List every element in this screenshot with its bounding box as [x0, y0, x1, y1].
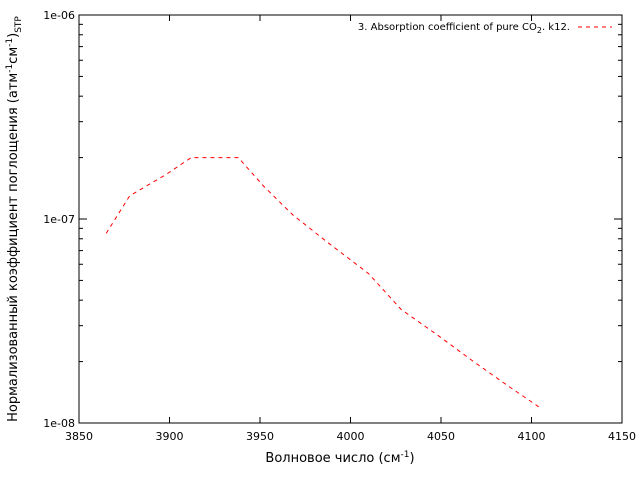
y-tick-label: 1e-07	[43, 213, 75, 226]
plot-frame	[78, 14, 623, 424]
x-axis-ticks: 3850 3900 3950 4000 4050 4100 4150	[65, 15, 636, 443]
series-line	[105, 157, 539, 408]
x-tick-label: 4150	[608, 430, 636, 443]
x-axis-label: Волновое число (см-1)	[265, 450, 414, 466]
y-axis-label: Нормализованный коэффициент поглощения (…	[5, 16, 24, 422]
x-tick-label: 4100	[518, 430, 546, 443]
y-tick-label: 1e-06	[43, 9, 75, 22]
legend: 3. Absorption coefficient of pure CO2. k…	[358, 22, 612, 35]
x-tick-label: 4050	[427, 430, 455, 443]
x-tick-label: 3850	[65, 430, 93, 443]
y-tick-label: 1e-08	[43, 417, 75, 430]
y-axis-ticks: 1e-08 1e-07 1e-06	[43, 9, 622, 430]
x-tick-label: 3900	[156, 430, 184, 443]
x-tick-label: 3950	[246, 430, 274, 443]
legend-entry-label: 3. Absorption coefficient of pure CO2. k…	[358, 22, 570, 35]
x-tick-label: 4000	[337, 430, 365, 443]
series-layer	[105, 157, 539, 408]
